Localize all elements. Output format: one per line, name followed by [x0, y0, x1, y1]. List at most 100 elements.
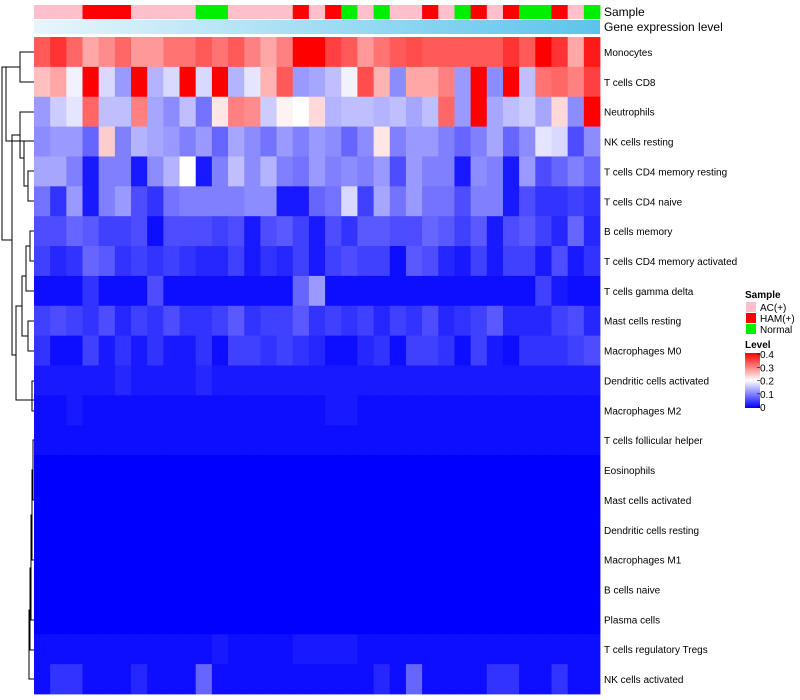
heatmap-cell [50, 634, 67, 665]
heatmap-cell [470, 216, 488, 247]
heatmap-cell [583, 455, 601, 486]
heatmap-cell [244, 395, 261, 426]
heatmap-cell [308, 365, 326, 396]
heatmap-cell [260, 37, 277, 68]
heatmap-cell [114, 156, 132, 187]
heatmap-cell [519, 335, 536, 366]
heatmap-cell [486, 634, 504, 665]
heatmap-cell [292, 514, 310, 546]
heatmap-cell [325, 37, 342, 68]
heatmap-cell [195, 96, 213, 127]
heatmap-cell [357, 395, 374, 426]
heatmap-cell [438, 275, 455, 307]
heatmap-cell [535, 604, 552, 635]
heatmap-cell [195, 574, 213, 605]
heatmap-cell [66, 574, 83, 605]
dendrogram-branch [11, 134, 20, 356]
dendrogram-branch [27, 170, 34, 202]
heatmap-cell [163, 37, 180, 68]
heatmap-cell [98, 126, 116, 157]
heatmap-cell [292, 365, 310, 396]
level-tick-label: 0.4 [760, 350, 774, 361]
sample-annotation-cell [163, 5, 180, 19]
heatmap-cell [405, 604, 423, 635]
heatmap-cell [438, 335, 455, 366]
dendrogram-branch [25, 245, 34, 292]
row-label: T cells CD4 memory activated [604, 257, 737, 268]
heatmap-cell [147, 365, 164, 396]
heatmap-cell [147, 216, 164, 247]
heatmap-cell [535, 455, 552, 486]
heatmap-cell [244, 484, 261, 516]
heatmap-cell [228, 574, 245, 605]
heatmap-cell [292, 604, 310, 635]
heatmap-cell [163, 365, 180, 396]
heatmap-cell [131, 395, 148, 426]
sample-annotation-cell [535, 5, 552, 19]
heatmap-cell [66, 634, 83, 665]
heatmap-cell [292, 216, 310, 247]
heatmap-cell [454, 66, 472, 98]
annotation-label-gene-expression: Gene expression level [604, 20, 723, 34]
heatmap-cell [519, 484, 536, 516]
heatmap-cell [486, 66, 504, 98]
heatmap-cell [228, 186, 245, 217]
heatmap-cell [163, 484, 180, 516]
heatmap-cell [34, 634, 51, 665]
dendrogram-branch [28, 609, 34, 680]
sample-annotation-cell [551, 5, 569, 19]
heatmap-cell [211, 365, 229, 396]
heatmap-cell [163, 305, 180, 337]
sample-legend-swatch [746, 302, 756, 312]
heatmap-cell [82, 156, 100, 187]
heatmap-cell [551, 425, 569, 456]
dendrogram-branch [19, 51, 34, 83]
heatmap-cell [34, 66, 51, 98]
heatmap-cell [308, 246, 326, 277]
heatmap-cell [470, 126, 488, 157]
heatmap-cell [486, 156, 504, 187]
row-label: T cells CD4 naive [604, 197, 683, 208]
sample-annotation-cell [308, 5, 326, 19]
heatmap-cell [244, 634, 261, 665]
heatmap-cell [98, 186, 116, 217]
heatmap-cell [50, 126, 67, 157]
heatmap-cell [567, 634, 585, 665]
heatmap-cell [454, 365, 472, 396]
heatmap-cell [34, 216, 51, 247]
heatmap-cell [163, 544, 180, 575]
heatmap-cell [325, 66, 342, 98]
heatmap-cell [244, 604, 261, 635]
heatmap-cell [357, 66, 374, 98]
heatmap-cell [438, 634, 455, 665]
heatmap-cell [405, 275, 423, 307]
heatmap-cell [438, 305, 455, 337]
heatmap-cell [228, 275, 245, 307]
heatmap-cell [422, 275, 439, 307]
heatmap-cell [50, 216, 67, 247]
heatmap-cell [519, 246, 536, 277]
dendrogram-branch [29, 567, 34, 651]
heatmap-cell [486, 126, 504, 157]
gene-expression-annotation-bar [34, 20, 600, 34]
heatmap-cell [260, 395, 277, 426]
sample-legend-label: AC(+) [760, 303, 786, 314]
heatmap-cell [438, 216, 455, 247]
sample-annotation-cell [389, 5, 407, 19]
heatmap-cell [583, 425, 601, 456]
heatmap-cell [211, 305, 229, 337]
heatmap-cell [195, 664, 213, 695]
heatmap-cell [502, 156, 520, 187]
heatmap-cell [422, 514, 439, 546]
heatmap-cell [357, 186, 374, 217]
heatmap-cell [486, 275, 504, 307]
level-legend-title: Level [745, 340, 771, 351]
heatmap-cell [373, 395, 391, 426]
heatmap-cell [438, 425, 455, 456]
heatmap-cell [454, 216, 472, 247]
heatmap-cell [308, 66, 326, 98]
heatmap-cell [405, 126, 423, 157]
heatmap-cell [486, 544, 504, 575]
heatmap-cell [405, 216, 423, 247]
heatmap-cell [567, 574, 585, 605]
